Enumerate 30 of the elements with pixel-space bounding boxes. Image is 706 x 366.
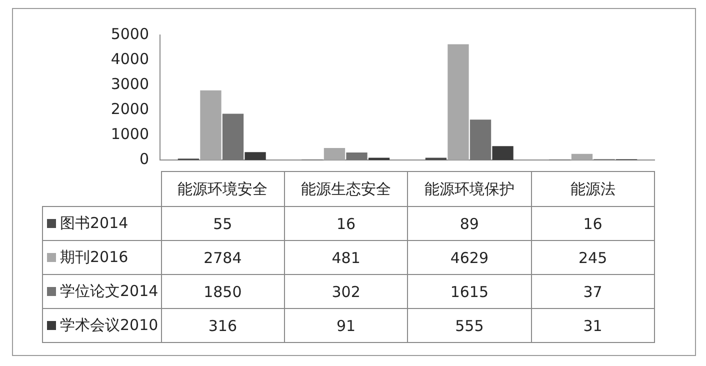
- data-label: 16: [531, 206, 654, 240]
- data-label: 555: [408, 308, 532, 342]
- data-label: 481: [284, 240, 408, 274]
- data-label: 31: [531, 308, 654, 342]
- data-label: 316: [161, 308, 284, 342]
- y-tick-label: 5000: [110, 24, 149, 43]
- x-tick-label: 能源环境保护: [408, 172, 532, 206]
- data-label: 1850: [161, 274, 284, 308]
- legend-label: 学术会议2010: [42, 308, 161, 342]
- data-label: 16: [284, 206, 408, 240]
- data-label: 245: [531, 240, 654, 274]
- data-label: 55: [161, 206, 284, 240]
- legend-label: 期刊2016: [42, 240, 161, 274]
- data-label: 2784: [161, 240, 284, 274]
- y-tick-label: 2000: [110, 100, 149, 118]
- y-tick-label: 4000: [110, 50, 149, 68]
- data-label: 302: [284, 274, 408, 308]
- x-tick-label: 能源环境安全: [161, 172, 284, 206]
- y-tick-label: 1000: [110, 124, 149, 143]
- data-label: 89: [408, 206, 532, 240]
- data-label: 1615: [408, 274, 532, 308]
- legend-label: 图书2014: [42, 206, 161, 240]
- legend-label: 学位论文2014: [42, 274, 161, 308]
- y-tick-label: 3000: [110, 74, 149, 93]
- y-tick-label: 0: [139, 150, 149, 168]
- data-label: 37: [531, 274, 654, 308]
- data-label: 4629: [408, 240, 532, 274]
- x-tick-label: 能源法: [531, 172, 654, 206]
- x-tick-label: 能源生态安全: [284, 172, 408, 206]
- data-label: 91: [284, 308, 408, 342]
